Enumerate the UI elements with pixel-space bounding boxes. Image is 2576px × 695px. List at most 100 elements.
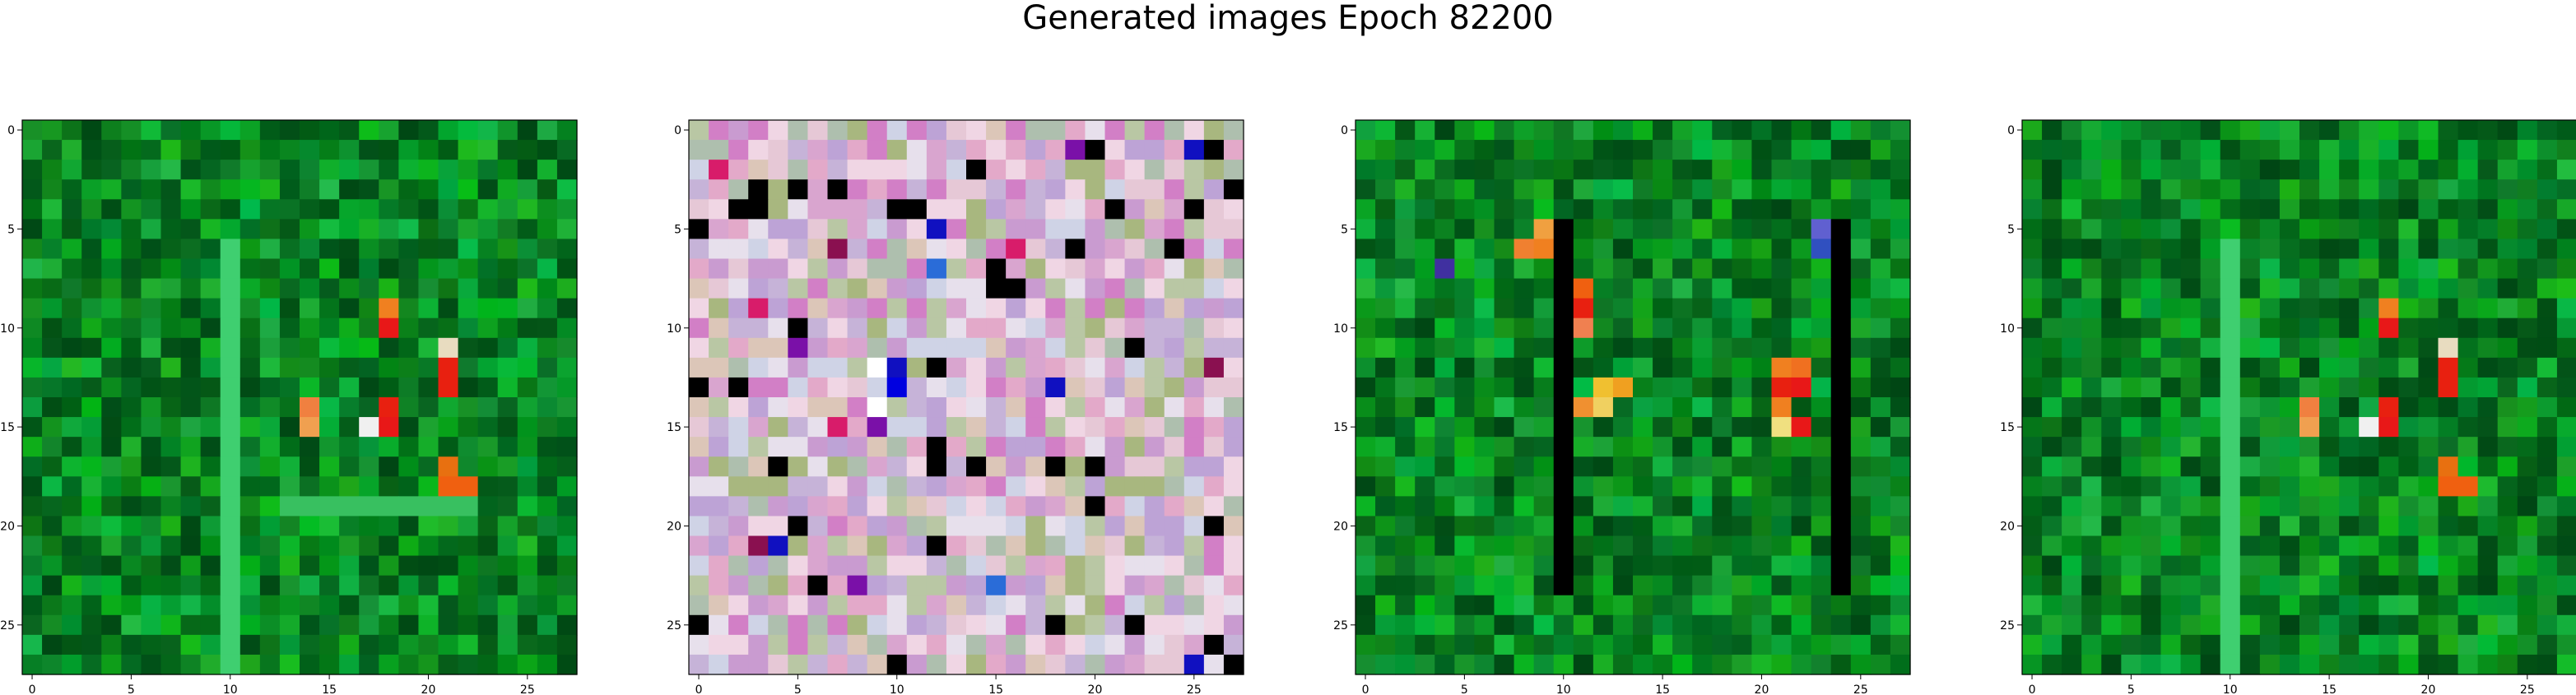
pixel-cell (906, 140, 928, 160)
pixel-cell (537, 278, 558, 299)
pixel-cell (359, 219, 379, 240)
pixel-cell (1434, 337, 1455, 359)
pixel-cell (2180, 476, 2202, 497)
pixel-cell (180, 417, 202, 438)
pixel-cell (259, 377, 281, 398)
pixel-cell (398, 160, 420, 180)
pixel-cell (2359, 397, 2379, 418)
pixel-cell (517, 476, 538, 497)
pixel-cell (1395, 337, 1416, 359)
pixel-cell (1085, 160, 1106, 180)
pixel-cell (2180, 535, 2202, 557)
pixel-cell (986, 496, 1007, 517)
pixel-cell (239, 120, 261, 141)
pixel-cell (497, 595, 518, 616)
pixel-cell (279, 199, 300, 220)
pixel-cell (1415, 258, 1435, 280)
pixel-cell (2359, 337, 2379, 359)
pixel-cell (906, 654, 928, 675)
pixel-cell (1653, 278, 1673, 299)
pixel-cell (180, 397, 202, 418)
pixel-cell (689, 278, 709, 299)
pixel-cell (517, 199, 538, 220)
pixel-cell (62, 476, 82, 497)
pixel-cell (1771, 397, 1793, 418)
pixel-cell (1811, 417, 1832, 438)
pixel-cell (1164, 417, 1185, 438)
pixel-cell (886, 278, 908, 299)
pixel-cell (1454, 654, 1476, 675)
pixel-cell (22, 337, 43, 359)
pixel-cell (2239, 298, 2261, 319)
pixel-cell (886, 140, 908, 160)
pixel-cell (1692, 337, 1713, 359)
pixel-cell (42, 654, 63, 675)
pixel-cell (1791, 258, 1812, 280)
pixel-cell (497, 516, 518, 537)
pixel-cell (926, 278, 947, 299)
pixel-cell (827, 555, 849, 577)
pixel-cell (1890, 614, 1911, 636)
pixel-cell (2319, 199, 2340, 220)
pixel-cell (22, 417, 43, 438)
pixel-cell (1454, 595, 1476, 616)
pixel-cell (2259, 239, 2281, 260)
pixel-cell (709, 317, 729, 339)
pixel-cell (2062, 317, 2082, 339)
pixel-cell (1494, 437, 1515, 457)
pixel-cell (2536, 278, 2558, 299)
pixel-cell (1890, 417, 1911, 438)
pixel-cell (2359, 278, 2379, 299)
pixel-cell (1633, 476, 1653, 497)
pixel-cell (2536, 614, 2558, 636)
pixel-cell (319, 654, 340, 675)
pixel-cell (1223, 278, 1244, 299)
pixel-cell (2536, 634, 2558, 656)
pixel-cell (438, 298, 459, 319)
pixel-cell (141, 258, 162, 280)
pixel-cell (418, 278, 439, 299)
pixel-cell (2339, 634, 2360, 656)
pixel-cell (2497, 337, 2518, 359)
pixel-cell (847, 456, 868, 477)
pixel-cell (1124, 595, 1146, 616)
pixel-cell (2556, 120, 2576, 141)
pixel-cell (2180, 337, 2202, 359)
pixel-cell (2062, 160, 2082, 180)
pixel-cell (2279, 199, 2300, 220)
pixel-cell (1791, 535, 1812, 557)
pixel-cell (300, 239, 320, 260)
pixel-cell (2042, 317, 2062, 339)
pixel-cell (81, 298, 102, 319)
pixel-cell (1633, 575, 1653, 596)
pixel-cell (517, 654, 538, 675)
pixel-cell (1593, 535, 1614, 557)
pixel-cell (2042, 456, 2062, 477)
pixel-cell (2438, 199, 2459, 220)
pixel-cell (180, 535, 202, 557)
pixel-cell (1751, 555, 1773, 577)
pixel-cell (2477, 278, 2499, 299)
pixel-cell (2517, 516, 2538, 537)
pixel-cell (2457, 140, 2479, 160)
pixel-cell (101, 298, 122, 319)
pixel-cell (438, 417, 459, 438)
pixel-cell (1771, 377, 1793, 398)
pixel-cell (2299, 555, 2320, 577)
pixel-cell (2418, 555, 2439, 577)
pixel-cell (121, 179, 142, 200)
pixel-cell (239, 397, 261, 418)
pixel-cell (1811, 278, 1832, 299)
pixel-cell (1164, 357, 1185, 378)
pixel-cell (1633, 357, 1653, 378)
pixel-cell (1830, 258, 1852, 280)
pixel-cell (2141, 654, 2162, 675)
pixel-cell (2438, 160, 2459, 180)
pixel-cell (300, 614, 320, 636)
pixel-cell (1415, 179, 1435, 200)
pixel-cell (1870, 337, 1891, 359)
pixel-cell (1415, 377, 1435, 398)
pixel-cell (477, 417, 499, 438)
pixel-cell (2319, 535, 2340, 557)
pixel-cell (1850, 140, 1872, 160)
